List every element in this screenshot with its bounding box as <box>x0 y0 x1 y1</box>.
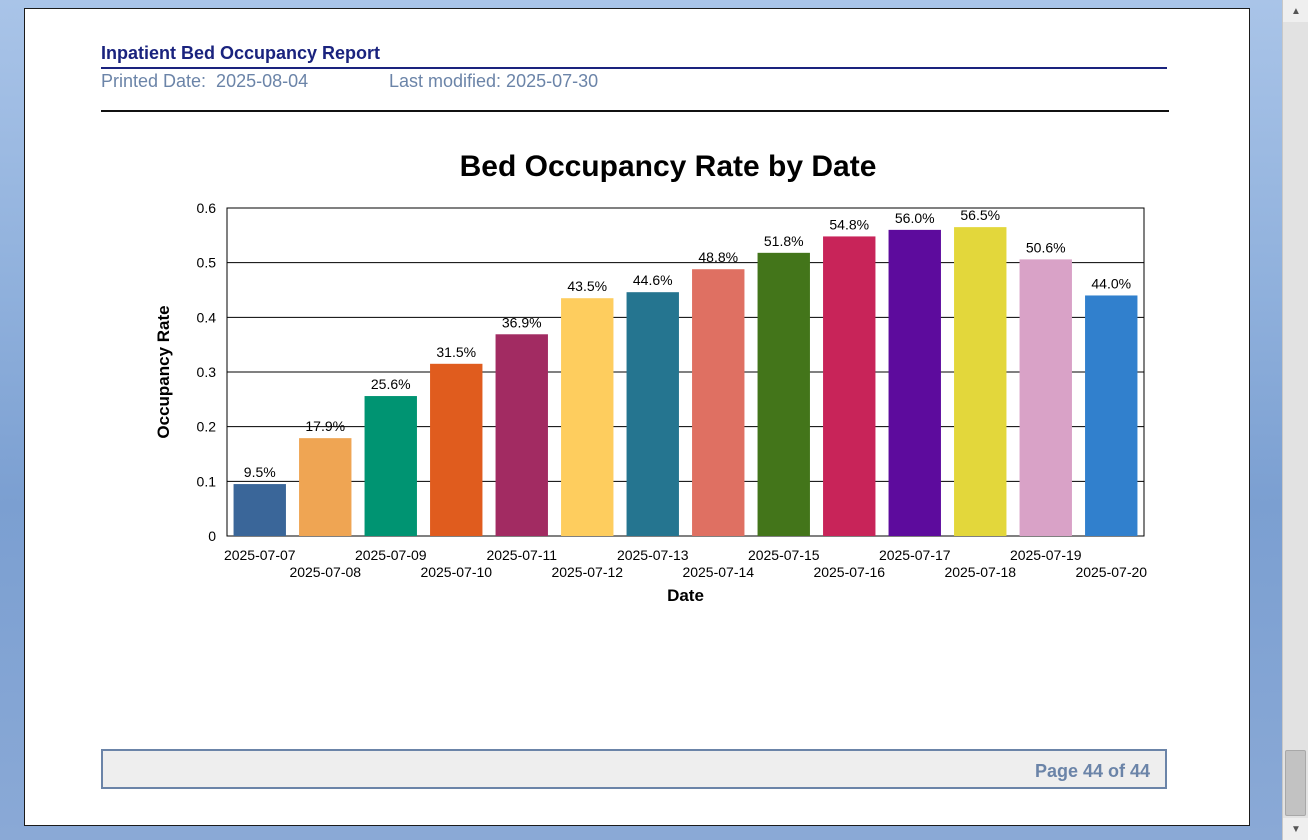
y-tick-label: 0.2 <box>197 419 217 435</box>
data-label: 54.8% <box>829 216 869 232</box>
data-label: 50.6% <box>1026 239 1066 255</box>
printed-date: Printed Date: 2025-08-04 <box>101 71 309 91</box>
bar <box>495 334 548 536</box>
title-divider <box>101 67 1167 69</box>
y-tick-label: 0 <box>208 528 216 544</box>
bar <box>888 229 941 536</box>
x-tick-label: 2025-07-13 <box>617 547 689 563</box>
bar <box>561 298 614 536</box>
y-tick-label: 0.3 <box>197 364 217 380</box>
vertical-scrollbar[interactable]: ▲ ▼ <box>1282 0 1308 840</box>
report-title: Inpatient Bed Occupancy Report <box>101 43 381 63</box>
y-axis-label: Occupancy Rate <box>154 305 173 438</box>
x-tick-label: 2025-07-17 <box>879 547 951 563</box>
data-label: 56.0% <box>895 210 935 226</box>
data-label: 31.5% <box>436 344 476 360</box>
y-tick-label: 0.5 <box>197 255 217 271</box>
x-tick-label: 2025-07-14 <box>682 564 754 580</box>
y-tick-label: 0.6 <box>197 200 217 216</box>
data-label: 43.5% <box>567 278 607 294</box>
bar <box>757 252 810 536</box>
x-tick-label: 2025-07-19 <box>1010 547 1082 563</box>
bar <box>692 269 745 536</box>
bar <box>364 396 417 536</box>
data-label: 17.9% <box>305 418 345 434</box>
x-tick-label: 2025-07-07 <box>224 547 296 563</box>
x-tick-label: 2025-07-11 <box>486 547 557 563</box>
bar <box>954 227 1007 536</box>
data-label: 44.0% <box>1091 275 1131 291</box>
y-tick-label: 0.1 <box>197 473 217 489</box>
x-tick-label: 2025-07-10 <box>420 564 492 580</box>
x-axis-label: Date <box>667 586 704 605</box>
x-tick-label: 2025-07-18 <box>944 564 1016 580</box>
data-label: 36.9% <box>502 314 542 330</box>
data-label: 9.5% <box>244 464 276 480</box>
scroll-thumb[interactable] <box>1285 750 1306 816</box>
header-divider <box>101 110 1169 112</box>
last-modified-date: Last modified: 2025-07-30 <box>389 71 599 91</box>
y-tick-label: 0.4 <box>197 309 217 325</box>
x-tick-label: 2025-07-15 <box>748 547 820 563</box>
bar <box>626 292 679 536</box>
data-label: 44.6% <box>633 272 673 288</box>
scroll-up-arrow-icon[interactable]: ▲ <box>1283 0 1308 22</box>
bar <box>430 363 483 536</box>
scroll-down-arrow-icon[interactable]: ▼ <box>1283 818 1308 840</box>
bar <box>1019 259 1072 536</box>
bar <box>823 236 876 536</box>
scroll-track[interactable] <box>1283 22 1308 818</box>
x-tick-label: 2025-07-12 <box>551 564 623 580</box>
data-label: 25.6% <box>371 376 411 392</box>
data-label: 48.8% <box>698 249 738 265</box>
x-tick-label: 2025-07-16 <box>813 564 885 580</box>
plot-area <box>226 207 1145 537</box>
bar <box>233 484 286 536</box>
bar <box>299 438 352 536</box>
bar <box>1085 295 1138 536</box>
x-tick-label: 2025-07-08 <box>289 564 361 580</box>
page-number: Page 44 of 44 <box>1034 761 1150 781</box>
x-tick-label: 2025-07-20 <box>1075 564 1147 580</box>
data-label: 51.8% <box>764 233 804 249</box>
x-tick-label: 2025-07-09 <box>355 547 427 563</box>
data-label: 56.5% <box>960 207 1000 223</box>
chart-title: Bed Occupancy Rate by Date <box>459 150 877 183</box>
page-footer: Page 44 of 44 <box>101 749 1167 789</box>
